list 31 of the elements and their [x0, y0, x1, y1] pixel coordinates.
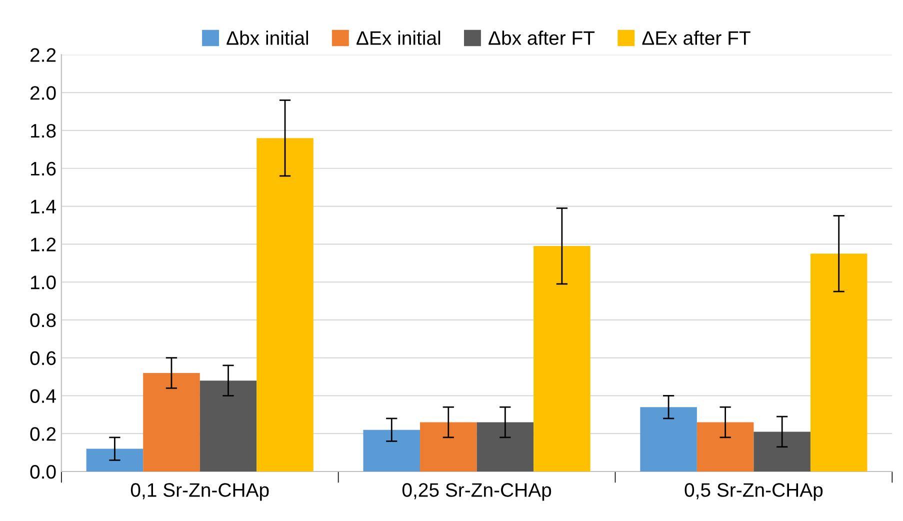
y-tick-label: 1.4 [31, 200, 56, 214]
bar [363, 430, 420, 472]
y-tick-label: 1.6 [31, 162, 56, 176]
y-tick-label: 0.4 [30, 389, 56, 403]
y-tick-label: 0.2 [30, 427, 56, 441]
bar [754, 432, 810, 472]
y-tick-label: 1.0 [31, 276, 56, 290]
x-tick-label: 0,5 Sr-Zn-CHAp [684, 483, 823, 501]
y-tick-label: 1.8 [31, 124, 56, 138]
bar [256, 138, 314, 472]
bar [200, 380, 257, 472]
bar [143, 372, 200, 472]
y-tick-label: 2.2 [30, 48, 56, 62]
bar [640, 407, 697, 472]
y-tick-label: 0.6 [30, 351, 56, 366]
x-tick-label: 0,25 Sr-Zn-CHAp [402, 483, 552, 501]
bar [810, 254, 868, 472]
legend-label: ΔEx initial [356, 30, 440, 45]
bar [476, 422, 534, 472]
bar [420, 422, 477, 472]
y-tick-label: 0.0 [30, 464, 56, 479]
y-tick-label: 0.8 [30, 313, 56, 328]
x-tick-label: 0,1 Sr-Zn-CHAp [130, 483, 269, 501]
bar [86, 448, 144, 472]
legend-label: Δbx after FT [488, 30, 595, 45]
y-tick-label: 2.0 [30, 86, 56, 100]
legend-label: ΔEx after FT [642, 30, 750, 45]
y-tick-label: 1.2 [31, 238, 56, 252]
bar [534, 246, 590, 472]
legend-label: Δbx initial [226, 30, 308, 45]
bar [696, 422, 754, 472]
